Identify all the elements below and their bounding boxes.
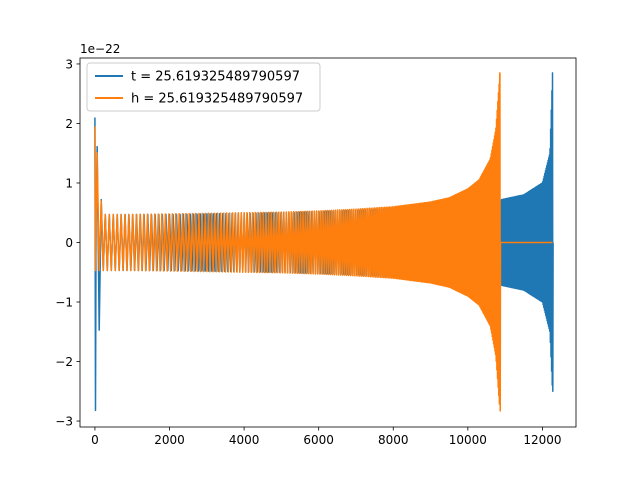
legend-label-t: t = 25.619325489790597 [131, 70, 300, 85]
y-tick-label: 3 [65, 57, 73, 71]
x-tick-label: 0 [91, 433, 99, 447]
y-tick-label: −3 [55, 415, 73, 429]
x-tick-label: 12000 [523, 433, 561, 447]
x-tick-label: 10000 [449, 433, 487, 447]
y-offset-text: 1e−22 [80, 42, 120, 56]
y-tick-label: 0 [65, 236, 73, 250]
x-tick-label: 4000 [229, 433, 260, 447]
axes: 0 2000 4000 6000 8000 10000 12000 −3 −2 −1 0 1 2 3 [55, 57, 577, 447]
legend: t = 25.619325489790597 h = 25.6193254897… [86, 62, 321, 112]
y-tick-label: 2 [65, 117, 73, 131]
y-tick-label: 1 [65, 176, 73, 190]
y-tick-label: −1 [55, 296, 73, 310]
legend-box [86, 62, 321, 112]
y-tick-label: −2 [55, 355, 73, 369]
x-tick-label: 6000 [303, 433, 334, 447]
legend-label-h: h = 25.619325489790597 [131, 92, 303, 107]
x-tick-label: 8000 [378, 433, 409, 447]
plot-area [94, 72, 554, 412]
x-tick-label: 2000 [154, 433, 185, 447]
series-line-h [94, 72, 502, 412]
